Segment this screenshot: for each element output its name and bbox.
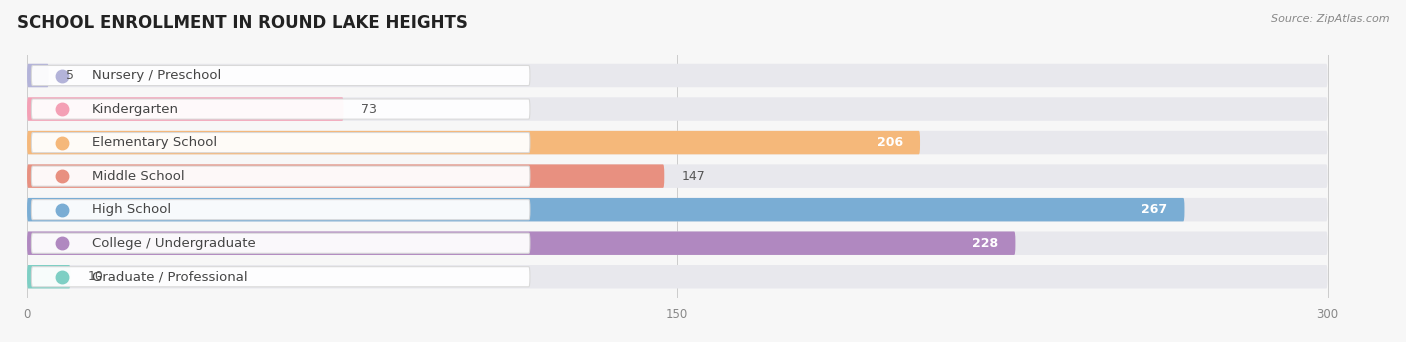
FancyBboxPatch shape (27, 232, 1327, 255)
FancyBboxPatch shape (31, 65, 530, 86)
Text: High School: High School (91, 203, 172, 216)
FancyBboxPatch shape (27, 97, 1327, 121)
FancyBboxPatch shape (27, 232, 1015, 255)
FancyBboxPatch shape (27, 265, 1327, 289)
Text: SCHOOL ENROLLMENT IN ROUND LAKE HEIGHTS: SCHOOL ENROLLMENT IN ROUND LAKE HEIGHTS (17, 14, 468, 32)
Text: 73: 73 (361, 103, 377, 116)
FancyBboxPatch shape (27, 131, 920, 154)
FancyBboxPatch shape (31, 200, 530, 220)
FancyBboxPatch shape (27, 165, 664, 188)
FancyBboxPatch shape (27, 97, 343, 121)
Text: 10: 10 (87, 270, 104, 283)
Text: Source: ZipAtlas.com: Source: ZipAtlas.com (1271, 14, 1389, 24)
FancyBboxPatch shape (27, 165, 1327, 188)
FancyBboxPatch shape (31, 99, 530, 119)
FancyBboxPatch shape (27, 265, 70, 289)
Text: 228: 228 (972, 237, 998, 250)
FancyBboxPatch shape (31, 166, 530, 186)
FancyBboxPatch shape (27, 198, 1327, 221)
Text: Middle School: Middle School (91, 170, 184, 183)
FancyBboxPatch shape (31, 133, 530, 153)
Text: 5: 5 (66, 69, 75, 82)
Text: 147: 147 (682, 170, 706, 183)
FancyBboxPatch shape (31, 233, 530, 253)
FancyBboxPatch shape (27, 131, 1327, 154)
Text: 267: 267 (1142, 203, 1167, 216)
Text: Graduate / Professional: Graduate / Professional (91, 270, 247, 283)
Text: College / Undergraduate: College / Undergraduate (91, 237, 256, 250)
Text: 206: 206 (876, 136, 903, 149)
FancyBboxPatch shape (31, 267, 530, 287)
Text: Kindergarten: Kindergarten (91, 103, 179, 116)
FancyBboxPatch shape (27, 64, 1327, 87)
FancyBboxPatch shape (27, 198, 1184, 221)
Text: Nursery / Preschool: Nursery / Preschool (91, 69, 221, 82)
FancyBboxPatch shape (27, 64, 49, 87)
Text: Elementary School: Elementary School (91, 136, 217, 149)
